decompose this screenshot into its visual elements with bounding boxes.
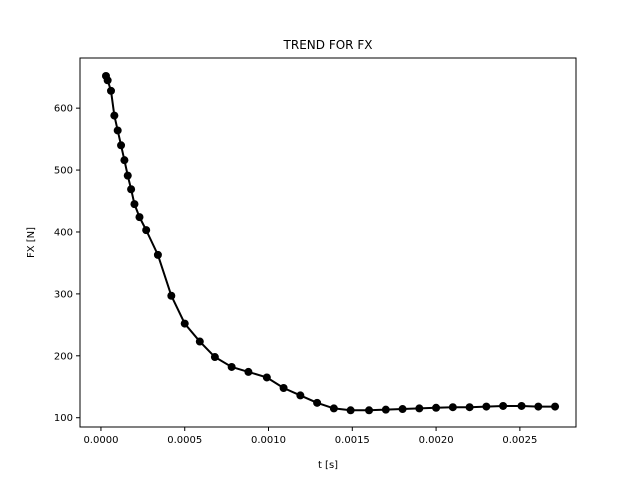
x-tick-label: 0.0015 [335, 435, 370, 446]
y-tick-label: 400 [54, 227, 73, 238]
data-point [244, 367, 253, 376]
x-tick-label: 0.0010 [251, 435, 286, 446]
data-point [153, 250, 162, 259]
data-point [551, 402, 560, 411]
data-point [135, 213, 144, 222]
data-point [130, 200, 139, 209]
x-tick-label: 0.0000 [83, 435, 118, 446]
data-point [107, 86, 115, 95]
data-point [210, 353, 219, 362]
plot-area [101, 71, 560, 415]
y-tick-label: 100 [54, 413, 73, 424]
data-point [398, 405, 407, 414]
data-point [381, 405, 390, 414]
data-point [103, 76, 112, 85]
data-point [227, 362, 236, 371]
data-point [465, 403, 474, 412]
x-tick-label: 0.0005 [167, 435, 202, 446]
data-point [432, 403, 441, 412]
data-point [517, 401, 526, 410]
x-tick-label: 0.0025 [502, 435, 537, 446]
data-point [534, 402, 543, 411]
data-point [279, 383, 288, 392]
y-tick-label: 600 [54, 104, 73, 115]
data-point [415, 404, 424, 413]
data-point [313, 398, 322, 407]
axes-frame [79, 57, 577, 428]
chart-title: TREND FOR FX [283, 38, 373, 52]
data-point [123, 171, 132, 180]
x-axis: 0.0000 0.0005 0.0010 0.0015 0.0020 0.0025 [83, 427, 537, 446]
data-point [365, 406, 374, 415]
y-axis-label: FX [N] [26, 227, 37, 258]
data-point [142, 226, 151, 235]
data-point [117, 141, 126, 150]
y-tick-label: 200 [54, 351, 73, 362]
data-point [167, 291, 176, 300]
y-axis: 100 200 300 400 500 600 [54, 104, 80, 424]
data-point [120, 156, 129, 165]
data-point [346, 406, 355, 415]
data-point [127, 185, 136, 194]
data-point [110, 111, 119, 120]
x-axis-label: t [s] [318, 460, 338, 471]
y-tick-label: 500 [54, 166, 73, 177]
data-point [329, 404, 338, 413]
data-point [180, 319, 189, 328]
y-tick-label: 300 [54, 289, 73, 300]
data-point [113, 126, 122, 135]
data-point [296, 391, 305, 400]
data-point [262, 373, 271, 382]
data-point [499, 401, 508, 410]
data-point [195, 337, 204, 346]
data-point [482, 402, 491, 411]
data-point [448, 403, 457, 412]
x-tick-label: 0.0020 [419, 435, 454, 446]
